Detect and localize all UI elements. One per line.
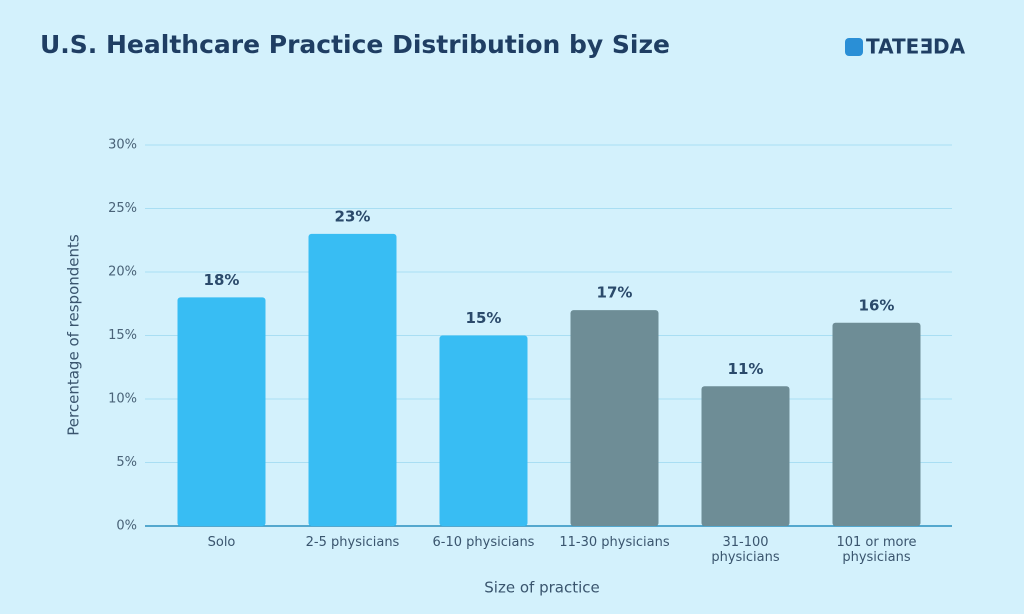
x-tick-label: 6-10 physicians [432,535,535,550]
data-label: 23% [335,207,371,225]
y-tick-label: 30% [108,138,137,153]
bar [177,297,266,526]
x-tick-label: 11-30 physicians [559,535,670,550]
x-tick-label: Solo [207,535,236,550]
logo-text: TATEƎDA [866,35,966,59]
bar [832,322,921,526]
data-label: 18% [204,271,240,289]
y-tick-label: 15% [108,328,137,343]
bar [701,386,790,526]
y-tick-label: 20% [108,265,137,280]
x-tick-label: 101 or more physicians [836,535,917,565]
bar [308,233,397,526]
y-axis-label: Percentage of respondents [65,234,83,436]
data-label: 11% [728,360,764,378]
data-label: 15% [466,309,502,327]
logo-icon [845,38,863,56]
chart-title: U.S. Healthcare Practice Distribution by… [40,30,670,59]
x-tick-label: 2-5 physicians [305,535,400,550]
bar [570,310,659,526]
data-label: 17% [597,284,633,302]
y-tick-label: 10% [108,392,137,407]
y-tick-label: 5% [116,455,137,470]
y-tick-label: 25% [108,201,137,216]
y-tick-label: 0% [116,519,137,534]
x-axis-label: Size of practice [484,579,599,597]
data-label: 16% [859,296,895,314]
x-tick-label: 31-100 physicians [711,535,780,565]
bar [439,335,528,526]
